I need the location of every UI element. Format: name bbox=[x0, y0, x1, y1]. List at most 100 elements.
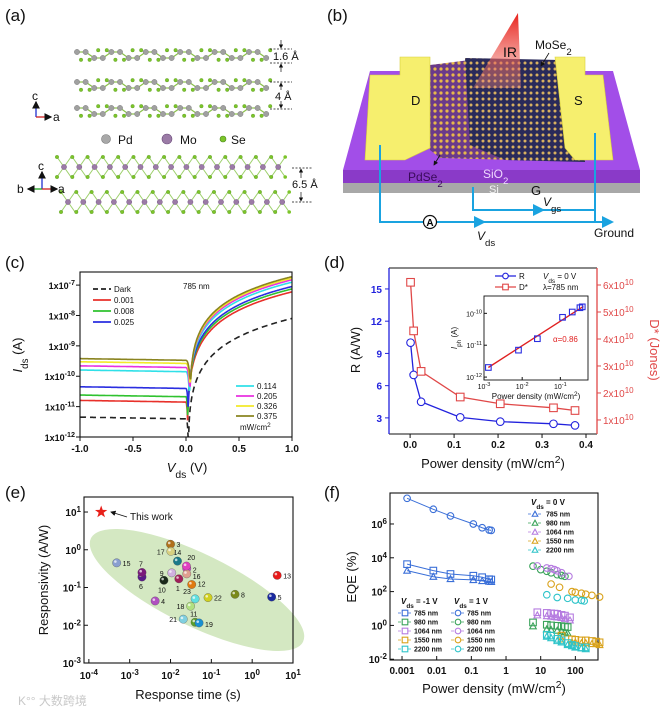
crystal-structure-panel: 1.6 Å 4 Å 6.5 Å c a c a b Pd Mo Se bbox=[17, 40, 318, 214]
pd-atom bbox=[185, 105, 192, 111]
y-label-unit: (A) bbox=[10, 338, 25, 359]
inset-data-point bbox=[534, 335, 541, 343]
vds-label: Vds bbox=[477, 229, 495, 249]
data-point-2200nm bbox=[580, 597, 589, 605]
inset-frame bbox=[483, 295, 589, 381]
pd-atom bbox=[228, 111, 235, 117]
data-point-785nm bbox=[477, 576, 487, 585]
y-tick-label: 100 bbox=[65, 542, 81, 557]
y-tick-label-right: 5x1010 bbox=[603, 304, 634, 319]
si-substrate bbox=[343, 183, 640, 193]
se-atom bbox=[238, 155, 243, 159]
se-atom bbox=[242, 78, 247, 83]
pd-atom-icon bbox=[101, 134, 111, 144]
x-tick-label: 10-2 bbox=[161, 668, 180, 683]
se-atom bbox=[135, 210, 140, 214]
inset-data-point bbox=[578, 303, 586, 311]
gate-label: G bbox=[531, 183, 541, 198]
data-point-D* bbox=[409, 326, 418, 336]
sio2-layer-front bbox=[343, 170, 640, 183]
mose2-layers bbox=[55, 155, 292, 214]
data-point-label: 2 bbox=[193, 567, 197, 574]
se-atom bbox=[131, 155, 136, 159]
legend-label: 0.008 bbox=[114, 307, 135, 316]
pd-atom bbox=[151, 79, 158, 85]
pd-atom bbox=[125, 111, 132, 117]
data-point bbox=[272, 570, 282, 580]
pd-atom bbox=[82, 79, 89, 85]
data-point-1550nm bbox=[588, 591, 596, 600]
data-point-D* bbox=[406, 277, 415, 287]
se-atom bbox=[208, 104, 212, 109]
y-label-main: I bbox=[10, 368, 25, 372]
data-point-1064nm bbox=[566, 613, 574, 622]
y-tick-label-left: 9 bbox=[376, 349, 382, 360]
pd-atom bbox=[237, 55, 244, 61]
se-atom bbox=[192, 155, 197, 159]
mo-atom bbox=[202, 199, 209, 205]
data-point-2200nm bbox=[546, 633, 556, 642]
layer-spacing-label: 4 Å bbox=[275, 90, 292, 103]
data-point-highlight bbox=[274, 572, 278, 576]
pd-atom bbox=[220, 79, 227, 85]
legend-marker bbox=[454, 618, 462, 626]
x-axis-label: Vds (V) bbox=[167, 460, 208, 481]
data-point bbox=[150, 596, 160, 606]
data-point bbox=[267, 592, 277, 602]
mo-atom bbox=[137, 164, 144, 170]
se-atom bbox=[223, 155, 228, 159]
mo-atom bbox=[275, 164, 282, 170]
se-atom bbox=[212, 210, 216, 214]
x-tick-label: 1 bbox=[503, 666, 509, 677]
se-atom bbox=[120, 210, 125, 214]
data-point-highlight bbox=[139, 569, 142, 573]
pd-atom bbox=[134, 55, 141, 61]
pd-atom bbox=[194, 55, 201, 61]
axis-c-label-2: c bbox=[38, 159, 44, 173]
se-atom bbox=[96, 104, 101, 109]
pd-atom bbox=[211, 79, 218, 85]
data-point-1550nm bbox=[577, 589, 586, 598]
se-atom bbox=[70, 175, 75, 179]
iv-curves-chart: -1.0 -0.5 0.0 0.5 1.0 1x10-12 1x10-11 1x10-10 1x… bbox=[10, 271, 299, 481]
mo-atom bbox=[65, 199, 71, 205]
legend-marker bbox=[401, 627, 409, 635]
y-tick-label: 1x10-9 bbox=[49, 338, 75, 352]
se-atom bbox=[259, 57, 264, 62]
se-atom bbox=[238, 175, 243, 179]
se-atom bbox=[225, 57, 230, 62]
data-point-2200nm bbox=[552, 636, 562, 645]
se-atom bbox=[120, 190, 125, 194]
data-point-highlight bbox=[169, 570, 172, 573]
pd-atom bbox=[74, 105, 80, 111]
pd-atom bbox=[142, 49, 149, 55]
se-atom bbox=[208, 48, 212, 53]
se-atom bbox=[139, 78, 144, 83]
se-atom bbox=[181, 190, 186, 194]
data-point-980nm bbox=[528, 621, 538, 630]
data-point-2200nm bbox=[571, 642, 580, 651]
iv-curve-Dark bbox=[80, 317, 292, 437]
legend-group-title: Vds = 0 V bbox=[531, 498, 566, 511]
pd-atom bbox=[168, 55, 175, 61]
se-atom bbox=[147, 87, 152, 92]
data-point bbox=[112, 558, 122, 568]
se-atom bbox=[273, 210, 278, 214]
pd-atom bbox=[117, 79, 123, 85]
pd-atom bbox=[246, 105, 252, 111]
se-atom bbox=[190, 57, 195, 62]
y-tick-label-left: 15 bbox=[371, 285, 383, 296]
data-point-1064nm bbox=[542, 611, 552, 620]
data-point-2200nm bbox=[563, 640, 572, 649]
se-atom bbox=[150, 190, 155, 194]
data-point-label: 8 bbox=[241, 592, 245, 599]
mo-atom bbox=[61, 164, 67, 170]
mose2-spacing-label: 6.5 Å bbox=[292, 178, 318, 191]
se-atom bbox=[242, 48, 247, 53]
pd-atom bbox=[117, 49, 123, 55]
axis-b-label: b bbox=[17, 182, 24, 196]
data-point-highlight bbox=[176, 576, 179, 579]
data-point-D* bbox=[416, 367, 426, 376]
se-atom bbox=[146, 155, 151, 159]
